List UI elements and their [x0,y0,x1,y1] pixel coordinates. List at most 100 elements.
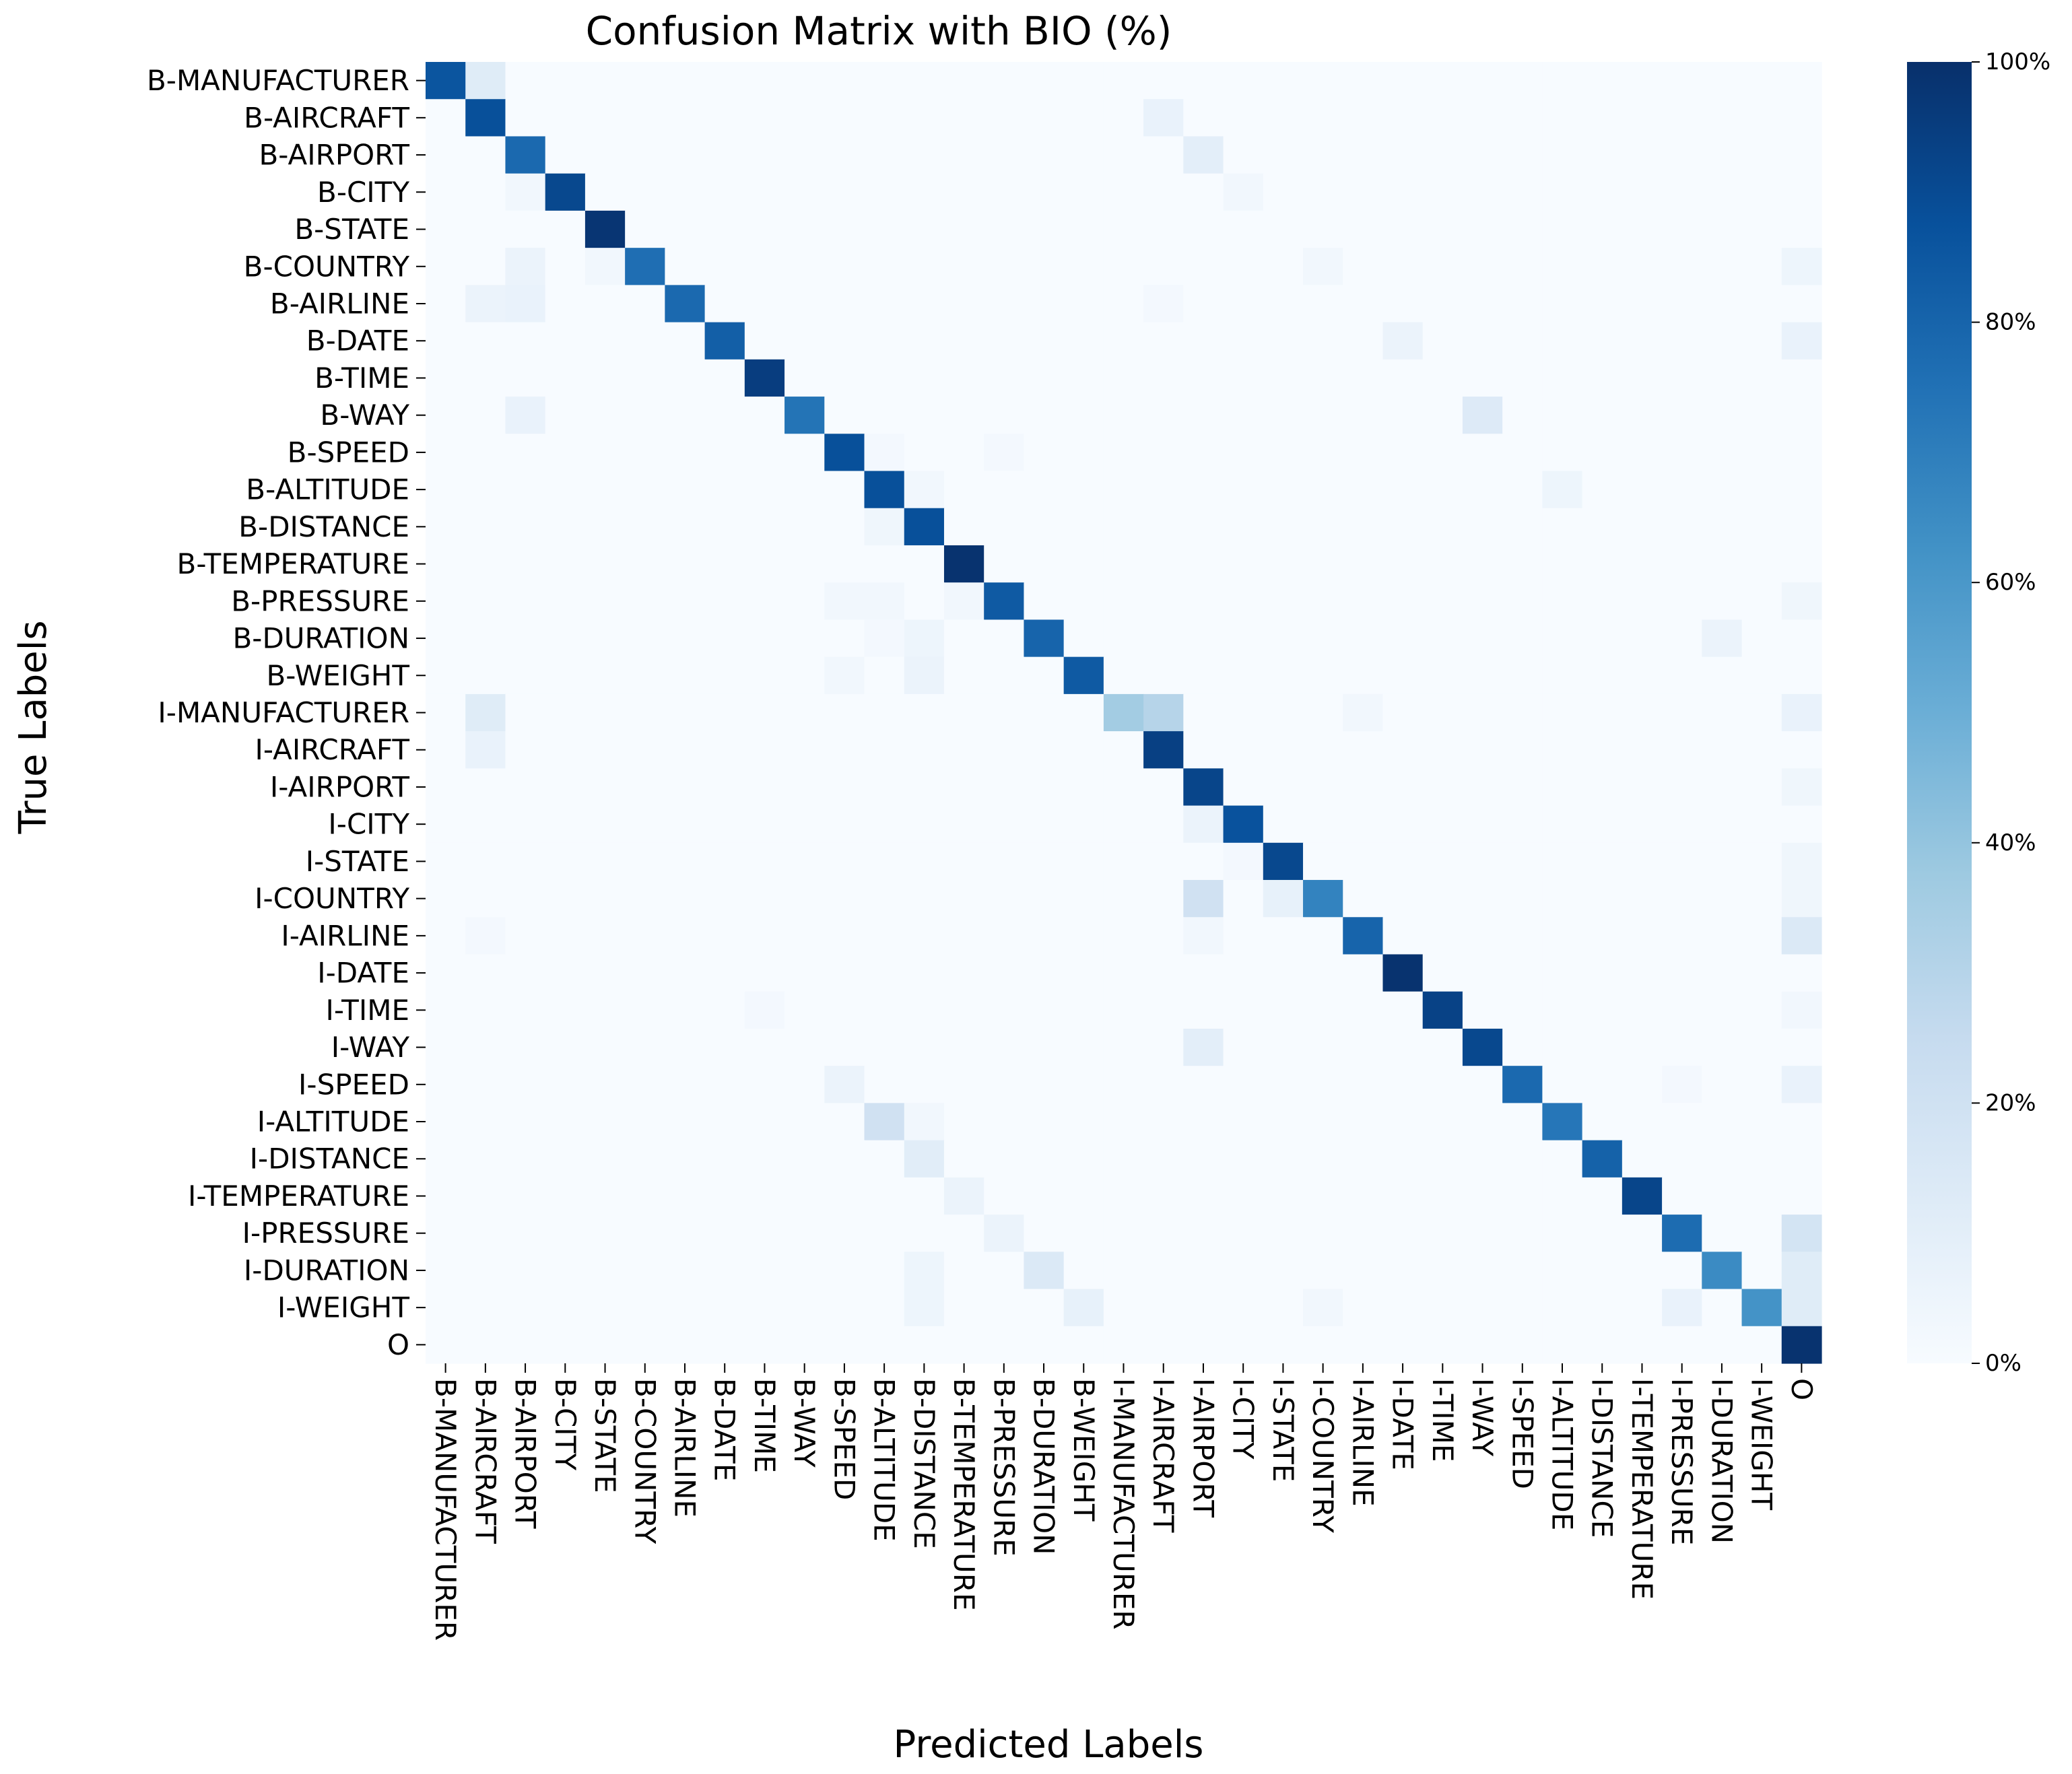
heatmap-cell-B-ALTITUDE-B-ALTITUDE [864,471,905,509]
heatmap-cell-B-PRESSURE-B-AIRCRAFT [465,582,506,621]
heatmap-cell-I-DURATION-I-MANUFACTURER [1103,1252,1144,1290]
heatmap-cell-B-ALTITUDE-I-DATE [1382,471,1424,509]
heatmap-cell-I-CITY-B-CITY [545,805,586,844]
heatmap-cell-I-TEMPERATURE-B-AIRLINE [665,1177,706,1215]
heatmap-cell-B-AIRPORT-I-WAY [1462,136,1503,174]
heatmap-cell-B-AIRCRAFT-I-WAY [1462,99,1503,137]
heatmap-cell-B-PRESSURE-I-CITY [1223,582,1264,621]
heatmap-cell-B-DISTANCE-I-DISTANCE [1582,508,1623,546]
heatmap-cell-I-MANUFACTURER-I-AIRCRAFT [1143,693,1184,732]
heatmap-cell-B-PRESSURE-I-COUNTRY [1303,582,1343,621]
heatmap-cell-B-WAY-I-CITY [1223,397,1264,434]
heatmap-cell-I-DURATION-I-WAY [1462,1252,1503,1290]
heatmap-cell-I-MANUFACTURER-I-ALTITUDE [1542,693,1583,732]
heatmap-cell-B-SPEED-B-DURATION [1024,434,1065,472]
heatmap-cell-I-WAY-O [1781,1028,1822,1066]
heatmap-cell-B-DURATION-B-COUNTRY [625,619,665,658]
heatmap-cell-I-AIRCRAFT-I-STATE [1263,731,1304,769]
heatmap-cell-I-MANUFACTURER-B-AIRLINE [665,693,706,732]
heatmap-cell-B-AIRPORT-B-DURATION [1024,136,1065,174]
heatmap-cell-I-COUNTRY-B-COUNTRY [625,880,665,918]
heatmap-cell-O-I-DISTANCE [1582,1326,1623,1364]
heatmap-cell-B-TIME-I-DURATION [1702,359,1743,397]
heatmap-cell-I-DATE-B-STATE [584,954,626,992]
heatmap-cell-I-COUNTRY-I-PRESSURE [1662,880,1702,918]
x-tick-label: B-COUNTRY [628,1378,661,1544]
heatmap-cell-B-CITY-O [1781,173,1822,211]
heatmap-cell-I-CITY-B-STATE [584,805,626,844]
heatmap-cell-I-TIME-B-STATE [584,991,626,1029]
heatmap-cell-B-DISTANCE-B-WAY [784,508,825,546]
heatmap-cell-I-WEIGHT-I-STATE [1263,1289,1304,1327]
heatmap-cell-B-CITY-I-CITY [1223,173,1264,211]
heatmap-cell-B-COUNTRY-B-WAY [784,248,825,285]
heatmap-cell-I-AIRLINE-I-PRESSURE [1662,917,1702,955]
heatmap-cell-B-COUNTRY-B-DATE [704,248,745,285]
heatmap-cell-I-TEMPERATURE-I-SPEED [1502,1177,1543,1215]
heatmap-cell-B-WAY-B-AIRPORT [505,397,546,434]
heatmap-cell-B-WAY-B-PRESSURE [984,397,1025,434]
heatmap-cell-B-DISTANCE-I-AIRCRAFT [1143,508,1184,546]
heatmap-cell-B-CITY-B-TEMPERATURE [943,173,984,211]
heatmap-cell-O-I-ALTITUDE [1542,1326,1583,1364]
heatmap-cell-B-AIRLINE-B-MANUFACTURER [426,285,466,323]
heatmap-cell-I-TIME-B-AIRPORT [505,991,546,1029]
heatmap-cell-I-SPEED-I-SPEED [1502,1066,1543,1103]
heatmap-cell-I-AIRPORT-B-DURATION [1024,768,1065,807]
heatmap-cell-B-TEMPERATURE-B-AIRLINE [665,545,706,583]
heatmap-cell-I-PRESSURE-I-WAY [1462,1215,1503,1252]
heatmap-cell-B-CITY-B-TIME [744,173,785,211]
heatmap-cell-B-AIRPORT-B-AIRCRAFT [465,136,506,174]
heatmap-cell-I-WEIGHT-I-AIRLINE [1343,1289,1384,1327]
heatmap-cell-I-AIRCRAFT-I-MANUFACTURER [1103,731,1144,769]
heatmap-cell-B-STATE-B-STATE [584,210,626,248]
heatmap-cell-I-AIRCRAFT-I-PRESSURE [1662,731,1702,769]
heatmap-cell-B-SPEED-I-PRESSURE [1662,434,1702,472]
heatmap-cell-B-AIRCRAFT-B-SPEED [824,99,865,137]
heatmap-cell-I-COUNTRY-B-DISTANCE [904,880,945,918]
heatmap-cell-I-WEIGHT-I-SPEED [1502,1289,1543,1327]
heatmap-cell-B-TEMPERATURE-I-DURATION [1702,545,1743,583]
heatmap-cell-B-DATE-B-AIRCRAFT [465,322,506,360]
heatmap-cell-B-PRESSURE-B-COUNTRY [625,582,665,621]
heatmap-cell-I-AIRLINE-B-AIRLINE [665,917,706,955]
heatmap-cell-I-CITY-I-TEMPERATURE [1622,805,1663,844]
heatmap-cell-B-CITY-B-WEIGHT [1063,173,1104,211]
heatmap-cell-I-AIRPORT-B-WEIGHT [1063,768,1104,807]
heatmap-cell-I-AIRPORT-I-DATE [1382,768,1424,807]
heatmap-cell-I-PRESSURE-I-AIRLINE [1343,1215,1384,1252]
x-tick-label: B-WAY [788,1378,821,1468]
heatmap-cell-I-PRESSURE-B-CITY [545,1215,586,1252]
heatmap-cell-B-STATE-B-WAY [784,210,825,248]
heatmap-cell-B-DISTANCE-B-ALTITUDE [864,508,905,546]
heatmap-cell-I-ALTITUDE-I-STATE [1263,1103,1304,1141]
heatmap-cell-I-AIRCRAFT-B-AIRCRAFT [465,731,506,769]
heatmap-cell-B-DURATION-B-MANUFACTURER [426,619,466,658]
heatmap-cell-B-AIRCRAFT-B-DISTANCE [904,99,945,137]
heatmap-cell-B-AIRPORT-B-WEIGHT [1063,136,1104,174]
heatmap-cell-B-TEMPERATURE-B-DATE [704,545,745,583]
heatmap-cell-B-TIME-I-TEMPERATURE [1622,359,1663,397]
heatmap-cell-I-DATE-I-AIRLINE [1343,954,1384,992]
heatmap-cell-I-TEMPERATURE-I-WEIGHT [1741,1177,1782,1215]
x-tick-labels: B-MANUFACTURER B-AIRCRAFT B-AIRPORT B-CITY B… [429,1363,1818,1641]
heatmap-cell-B-STATE-I-AIRPORT [1183,210,1224,248]
heatmap-cell-I-AIRPORT-B-TEMPERATURE [943,768,984,807]
heatmap-cell-O-B-AIRPORT [505,1326,546,1364]
heatmap-cell-O-I-MANUFACTURER [1103,1326,1144,1364]
heatmap-cell-B-AIRCRAFT-B-AIRPORT [505,99,546,137]
heatmap-cell-I-SPEED-B-MANUFACTURER [426,1066,466,1103]
heatmap-cell-I-PRESSURE-I-DURATION [1702,1215,1743,1252]
heatmap-cell-B-DISTANCE-B-MANUFACTURER [426,508,466,546]
heatmap-cell-I-AIRLINE-B-DATE [704,917,745,955]
heatmap-cell-B-AIRLINE-B-TIME [744,285,785,323]
heatmap-cell-I-CITY-B-MANUFACTURER [426,805,466,844]
heatmap-cell-I-WAY-B-DURATION [1024,1028,1065,1066]
heatmap-cell-I-STATE-I-TIME [1422,842,1463,881]
heatmap-cell-I-AIRCRAFT-B-TIME [744,731,785,769]
heatmap-cell-B-MANUFACTURER-B-AIRCRAFT [465,62,506,100]
heatmap-cell-I-TEMPERATURE-I-AIRCRAFT [1143,1177,1184,1215]
heatmap-cell-I-ALTITUDE-B-TEMPERATURE [943,1103,984,1141]
heatmap-cell-I-AIRPORT-I-MANUFACTURER [1103,768,1144,807]
heatmap-cell-I-MANUFACTURER-I-SPEED [1502,693,1543,732]
